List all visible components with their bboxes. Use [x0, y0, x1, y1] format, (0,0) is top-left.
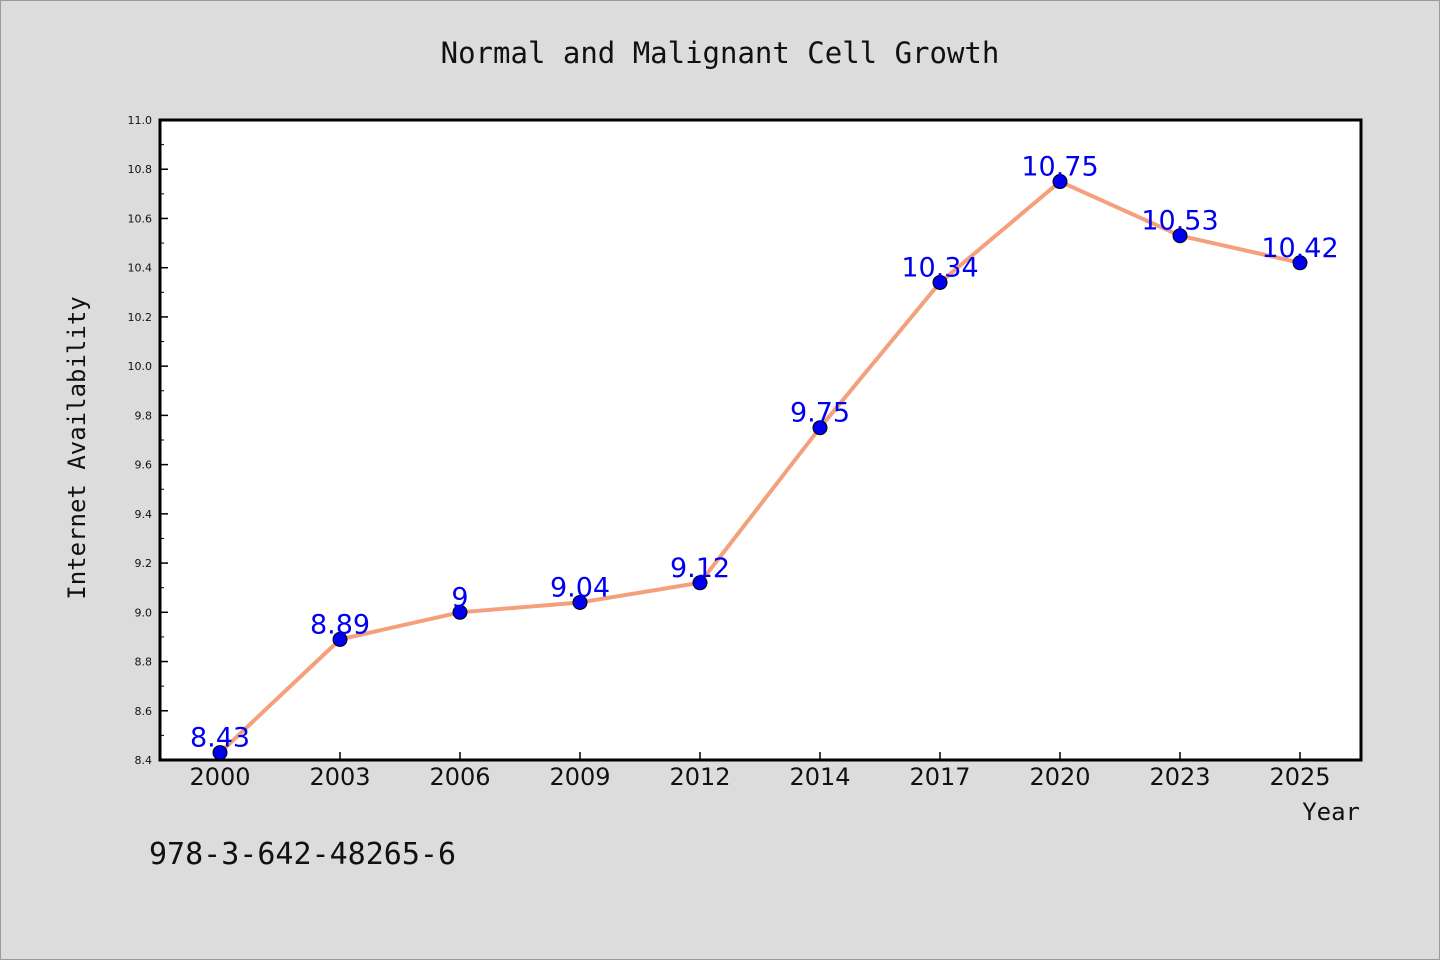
- y-tick-label: 10.6: [128, 212, 153, 225]
- data-series: 8.43 8.89 9 9.04 9.12 9.75 10.34 10.75 10.53 10.4…: [190, 152, 1339, 761]
- data-point: [1292, 255, 1308, 271]
- x-tick-label: 2020: [1029, 763, 1090, 791]
- x-tick-label: 2023: [1149, 763, 1210, 791]
- isbn-label: 978-3-642-48265-6: [149, 837, 456, 872]
- x-tick-label: 2003: [309, 763, 370, 791]
- data-label: 9.04: [550, 572, 610, 603]
- y-axis-ticks: 8.4 8.6 8.8 9.0 9.2 9.4 9.6 9.8 10.0 10.2 10.4 10.6…: [128, 114, 168, 767]
- y-tick-label: 10.4: [128, 262, 153, 275]
- data-label: 9.12: [670, 553, 730, 584]
- chart-title: Normal and Malignant Cell Growth: [441, 36, 1000, 70]
- data-label: 10.34: [901, 252, 978, 283]
- y-tick-label: 8.4: [135, 754, 153, 767]
- data-label: 9.75: [790, 398, 850, 429]
- y-tick-label: 9.6: [135, 459, 153, 472]
- data-label: 10.75: [1021, 152, 1098, 183]
- x-tick-label: 2017: [909, 763, 970, 791]
- x-tick-label: 2000: [189, 763, 250, 791]
- y-tick-label: 11.0: [128, 114, 153, 127]
- data-point: [452, 604, 468, 620]
- data-label: 10.53: [1141, 206, 1218, 237]
- y-tick-label: 10.2: [128, 311, 153, 324]
- y-axis-label: Internet Availability: [63, 296, 91, 599]
- data-point: [1172, 228, 1188, 244]
- data-point: [212, 745, 228, 761]
- data-point: [812, 420, 828, 436]
- y-tick-label: 8.8: [135, 656, 153, 669]
- data-point: [1052, 174, 1068, 190]
- y-tick-label: 9.4: [135, 508, 153, 521]
- y-tick-label: 9.2: [135, 557, 153, 570]
- x-tick-label: 2025: [1269, 763, 1330, 791]
- series-line: [218, 179, 1301, 755]
- data-point: [932, 274, 948, 290]
- y-tick-label: 9.0: [135, 606, 153, 619]
- y-tick-label: 10.0: [128, 360, 153, 373]
- data-label: 10.42: [1261, 233, 1338, 264]
- data-label: 8.43: [190, 723, 250, 754]
- data-label: 9: [451, 582, 468, 613]
- x-tick-label: 2014: [789, 763, 850, 791]
- data-label: 8.89: [310, 609, 370, 640]
- x-tick-label: 2009: [549, 763, 610, 791]
- data-point: [692, 575, 708, 591]
- x-tick-label: 2006: [429, 763, 490, 791]
- y-tick-label: 9.8: [135, 409, 153, 422]
- x-tick-label: 2012: [669, 763, 730, 791]
- data-point: [332, 631, 348, 647]
- x-axis-ticks: 2000 2003 2006 2009 2012 2014 2017 2020 2023 2025: [189, 752, 1331, 791]
- x-axis-label: Year: [1302, 798, 1360, 826]
- y-tick-label: 8.6: [135, 705, 153, 718]
- data-point: [572, 594, 588, 610]
- y-tick-label: 10.8: [128, 163, 153, 176]
